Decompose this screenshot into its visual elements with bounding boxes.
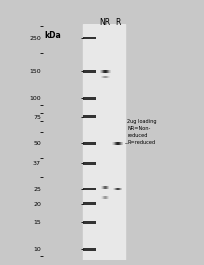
Text: kDa: kDa (44, 31, 61, 40)
Text: NR: NR (99, 18, 110, 27)
Text: 2ug loading
NR=Non-
reduced
R=reduced: 2ug loading NR=Non- reduced R=reduced (127, 118, 156, 144)
Text: R: R (115, 18, 120, 27)
Bar (82, 24, 124, 260)
